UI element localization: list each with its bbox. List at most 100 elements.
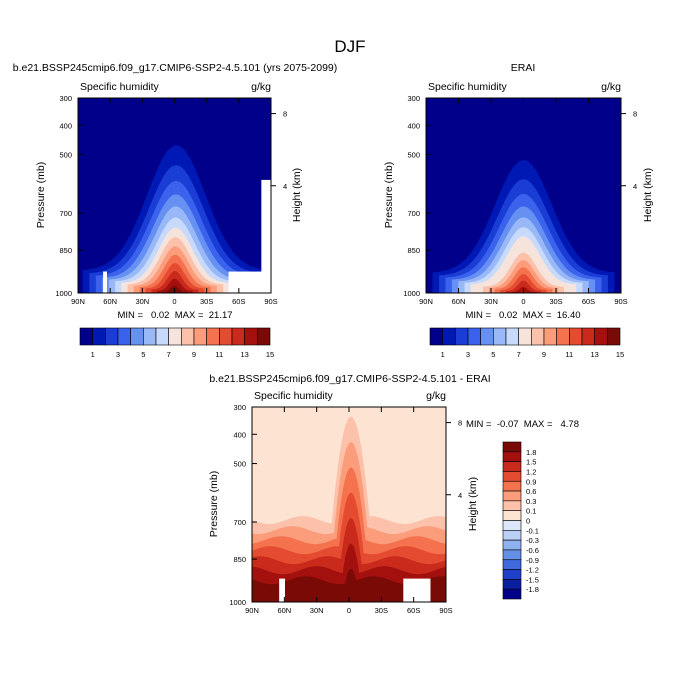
x-tick-label: 0 <box>347 606 351 615</box>
y-tick-label: 850 <box>59 246 72 255</box>
missing-data <box>261 179 271 293</box>
colorbar-label: 0.1 <box>526 507 536 516</box>
y2-tick-label: 8 <box>283 110 287 119</box>
colorbar-swatch <box>502 471 522 482</box>
colorbar-label: 3 <box>116 350 120 359</box>
x-tick-label: 60N <box>277 606 291 615</box>
plume-band <box>342 568 360 602</box>
colorbar-swatch <box>505 327 519 346</box>
missing-data <box>103 271 107 293</box>
y-tick-label: 500 <box>233 460 246 469</box>
x-tick-label: 0 <box>172 297 176 306</box>
colorbar-swatch <box>442 327 456 346</box>
colorbar-label: 3 <box>466 350 470 359</box>
panel-erai: ERAI Specific humidity g/kg 90N 60N 30N 0 30… <box>383 62 654 321</box>
axes: 90N 60N 30N 0 30S 60S 90S 1000 850 700 500 400 300 4 8 <box>229 403 462 615</box>
colorbar-label: 1 <box>441 350 445 359</box>
colorbar-swatch <box>467 327 481 346</box>
colorbar-swatch <box>502 559 522 570</box>
y2-tick-label: 4 <box>283 182 287 191</box>
colorbar-label: 15 <box>266 350 274 359</box>
colorbar-label: 1.5 <box>526 458 536 467</box>
x-tick-label: 60S <box>232 297 245 306</box>
colorbar-swatch <box>502 510 522 521</box>
panel-title: ERAI <box>511 62 536 74</box>
figure-title: DJF <box>334 37 365 56</box>
colorbar-swatch <box>181 327 195 346</box>
x-tick-label: 60N <box>103 297 117 306</box>
colorbar-swatch <box>502 441 522 453</box>
colorbar-label: 13 <box>590 350 598 359</box>
contour-band <box>505 280 542 293</box>
panel-title: b.e21.BSSP245cmip6.f09_g17.CMIP6-SSP2-4.… <box>209 373 490 385</box>
colorbar-swatch <box>480 327 494 346</box>
colorbar-swatch <box>257 327 271 346</box>
missing-data <box>228 271 271 293</box>
colorbar-swatch <box>105 327 119 346</box>
colorbar-swatch <box>231 327 245 346</box>
colorbar-swatch <box>455 327 469 346</box>
x-tick-label: 90N <box>245 606 259 615</box>
colorbar-swatch <box>502 579 522 590</box>
x-tick-label: 30N <box>310 606 324 615</box>
panel-title: b.e21.BSSP245cmip6.f09_g17.CMIP6-SSP2-4.… <box>13 62 338 74</box>
colorbar-swatch <box>502 530 522 541</box>
panel-right-label: g/kg <box>601 81 621 93</box>
colorbar-horizontal-right: 1 3 5 7 9 11 13 15 <box>429 327 624 359</box>
min-max-stats: MIN = 0.02 MAX = 21.17 <box>117 310 232 321</box>
x-tick-label: 30N <box>484 297 498 306</box>
y2-tick-label: 4 <box>458 491 462 500</box>
y-tick-label: 500 <box>407 151 420 160</box>
panel-difference: b.e21.BSSP245cmip6.f09_g17.CMIP6-SSP2-4.… <box>208 373 579 615</box>
colorbar-swatch <box>193 327 207 346</box>
min-max-stats: MIN = 0.02 MAX = 16.40 <box>465 310 580 321</box>
y-tick-label: 400 <box>407 121 420 130</box>
colorbar-label: 13 <box>240 350 248 359</box>
colorbar-swatch <box>531 327 545 346</box>
missing-data <box>279 578 285 602</box>
colorbar-label: 11 <box>215 350 223 359</box>
y2-tick-label: 8 <box>633 110 637 119</box>
panel-left-label: Specific humidity <box>80 81 160 93</box>
colorbar-label: 0 <box>526 517 530 526</box>
y-tick-label: 850 <box>407 246 420 255</box>
x-tick-label: 0 <box>521 297 525 306</box>
colorbar-swatch <box>502 520 522 531</box>
y-axis-label: Pressure (mb) <box>208 471 220 538</box>
colorbar-label: 5 <box>141 350 145 359</box>
colorbar-label: -0.6 <box>526 546 539 555</box>
x-tick-label: 30S <box>549 297 562 306</box>
colorbar-swatch <box>168 327 182 346</box>
x-tick-label: 30N <box>135 297 149 306</box>
colorbar-label: 9 <box>192 350 196 359</box>
colorbar-swatch <box>502 490 522 502</box>
colorbar-label: 5 <box>491 350 495 359</box>
colorbar-swatch <box>502 569 522 580</box>
humidity-field <box>78 98 271 293</box>
y-tick-label: 850 <box>233 555 246 564</box>
colorbar-label: -0.9 <box>526 556 539 565</box>
y-tick-label: 700 <box>407 209 420 218</box>
colorbar-swatch <box>502 588 522 600</box>
y2-tick-label: 8 <box>458 419 462 428</box>
colorbar-label: 0.9 <box>526 477 536 486</box>
colorbar-label: 7 <box>517 350 521 359</box>
colorbar-label: 1 <box>91 350 95 359</box>
colorbar-label: -0.3 <box>526 536 539 545</box>
colorbar-label: -0.1 <box>526 526 539 535</box>
colorbar-swatch <box>502 539 522 551</box>
panel-left-label: Specific humidity <box>428 81 508 93</box>
panel-left-label: Specific humidity <box>254 390 334 402</box>
colorbar-swatch <box>581 327 595 346</box>
y-tick-label: 300 <box>59 94 72 103</box>
colorbar-label: 1.2 <box>526 467 536 476</box>
y-tick-label: 1000 <box>55 289 72 298</box>
x-tick-label: 60S <box>582 297 595 306</box>
colorbar-label: -1.8 <box>526 585 539 594</box>
colorbar-swatch <box>143 327 157 346</box>
colorbar-swatch <box>79 327 93 346</box>
colorbar-swatch <box>502 480 522 492</box>
difference-field <box>252 407 446 602</box>
colorbar-swatch <box>92 327 106 346</box>
y-tick-label: 300 <box>407 94 420 103</box>
